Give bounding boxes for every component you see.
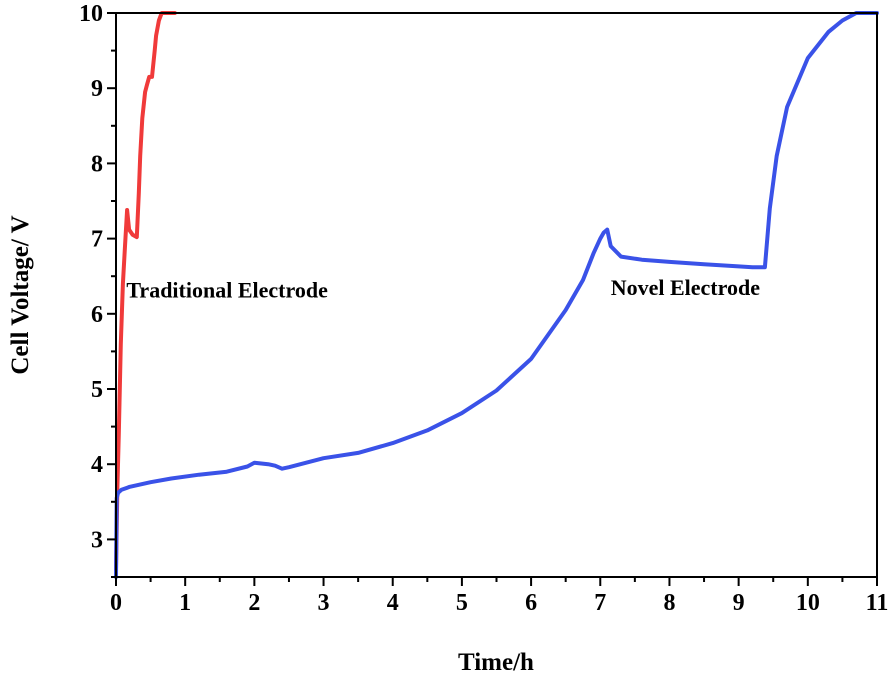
x-tick-label: 5: [456, 590, 468, 616]
x-tick-label: 1: [179, 590, 191, 616]
y-tick-label: 10: [79, 1, 103, 27]
annotation-traditional-electrode: Traditional Electrode: [126, 277, 328, 302]
y-tick-label: 4: [91, 452, 103, 478]
x-tick-label: 11: [866, 590, 889, 616]
x-tick-label: 6: [525, 590, 537, 616]
series-line-novel-electrode: [114, 11, 879, 579]
ticks-layer: [107, 12, 878, 586]
series-layer: [114, 11, 879, 579]
x-tick-label: 9: [733, 590, 745, 616]
x-tick-label: 2: [248, 590, 260, 616]
y-axis-title: Cell Voltage/ V: [7, 215, 34, 374]
y-tick-label: 3: [91, 527, 103, 553]
x-tick-label: 10: [796, 590, 820, 616]
series-line-traditional-electrode: [114, 11, 177, 572]
y-tick-label: 8: [91, 151, 103, 177]
y-tick-label: 9: [91, 76, 103, 102]
x-tick-label: 7: [594, 590, 606, 616]
y-tick-label: 6: [91, 302, 103, 328]
x-axis-title: Time/h: [458, 649, 534, 676]
x-tick-label: 4: [387, 590, 399, 616]
x-tick-label: 3: [318, 590, 330, 616]
y-tick-label: 5: [91, 377, 103, 403]
x-tick-label: 0: [110, 590, 122, 616]
x-tick-label: 8: [663, 590, 675, 616]
y-tick-label: 7: [91, 227, 103, 253]
tick-labels-layer: 0 1 2 3 4 5 6 7 8 9 10 11 3 4 5 6 7 8 9 10: [79, 1, 888, 616]
annotation-novel-electrode: Novel Electrode: [611, 275, 761, 300]
